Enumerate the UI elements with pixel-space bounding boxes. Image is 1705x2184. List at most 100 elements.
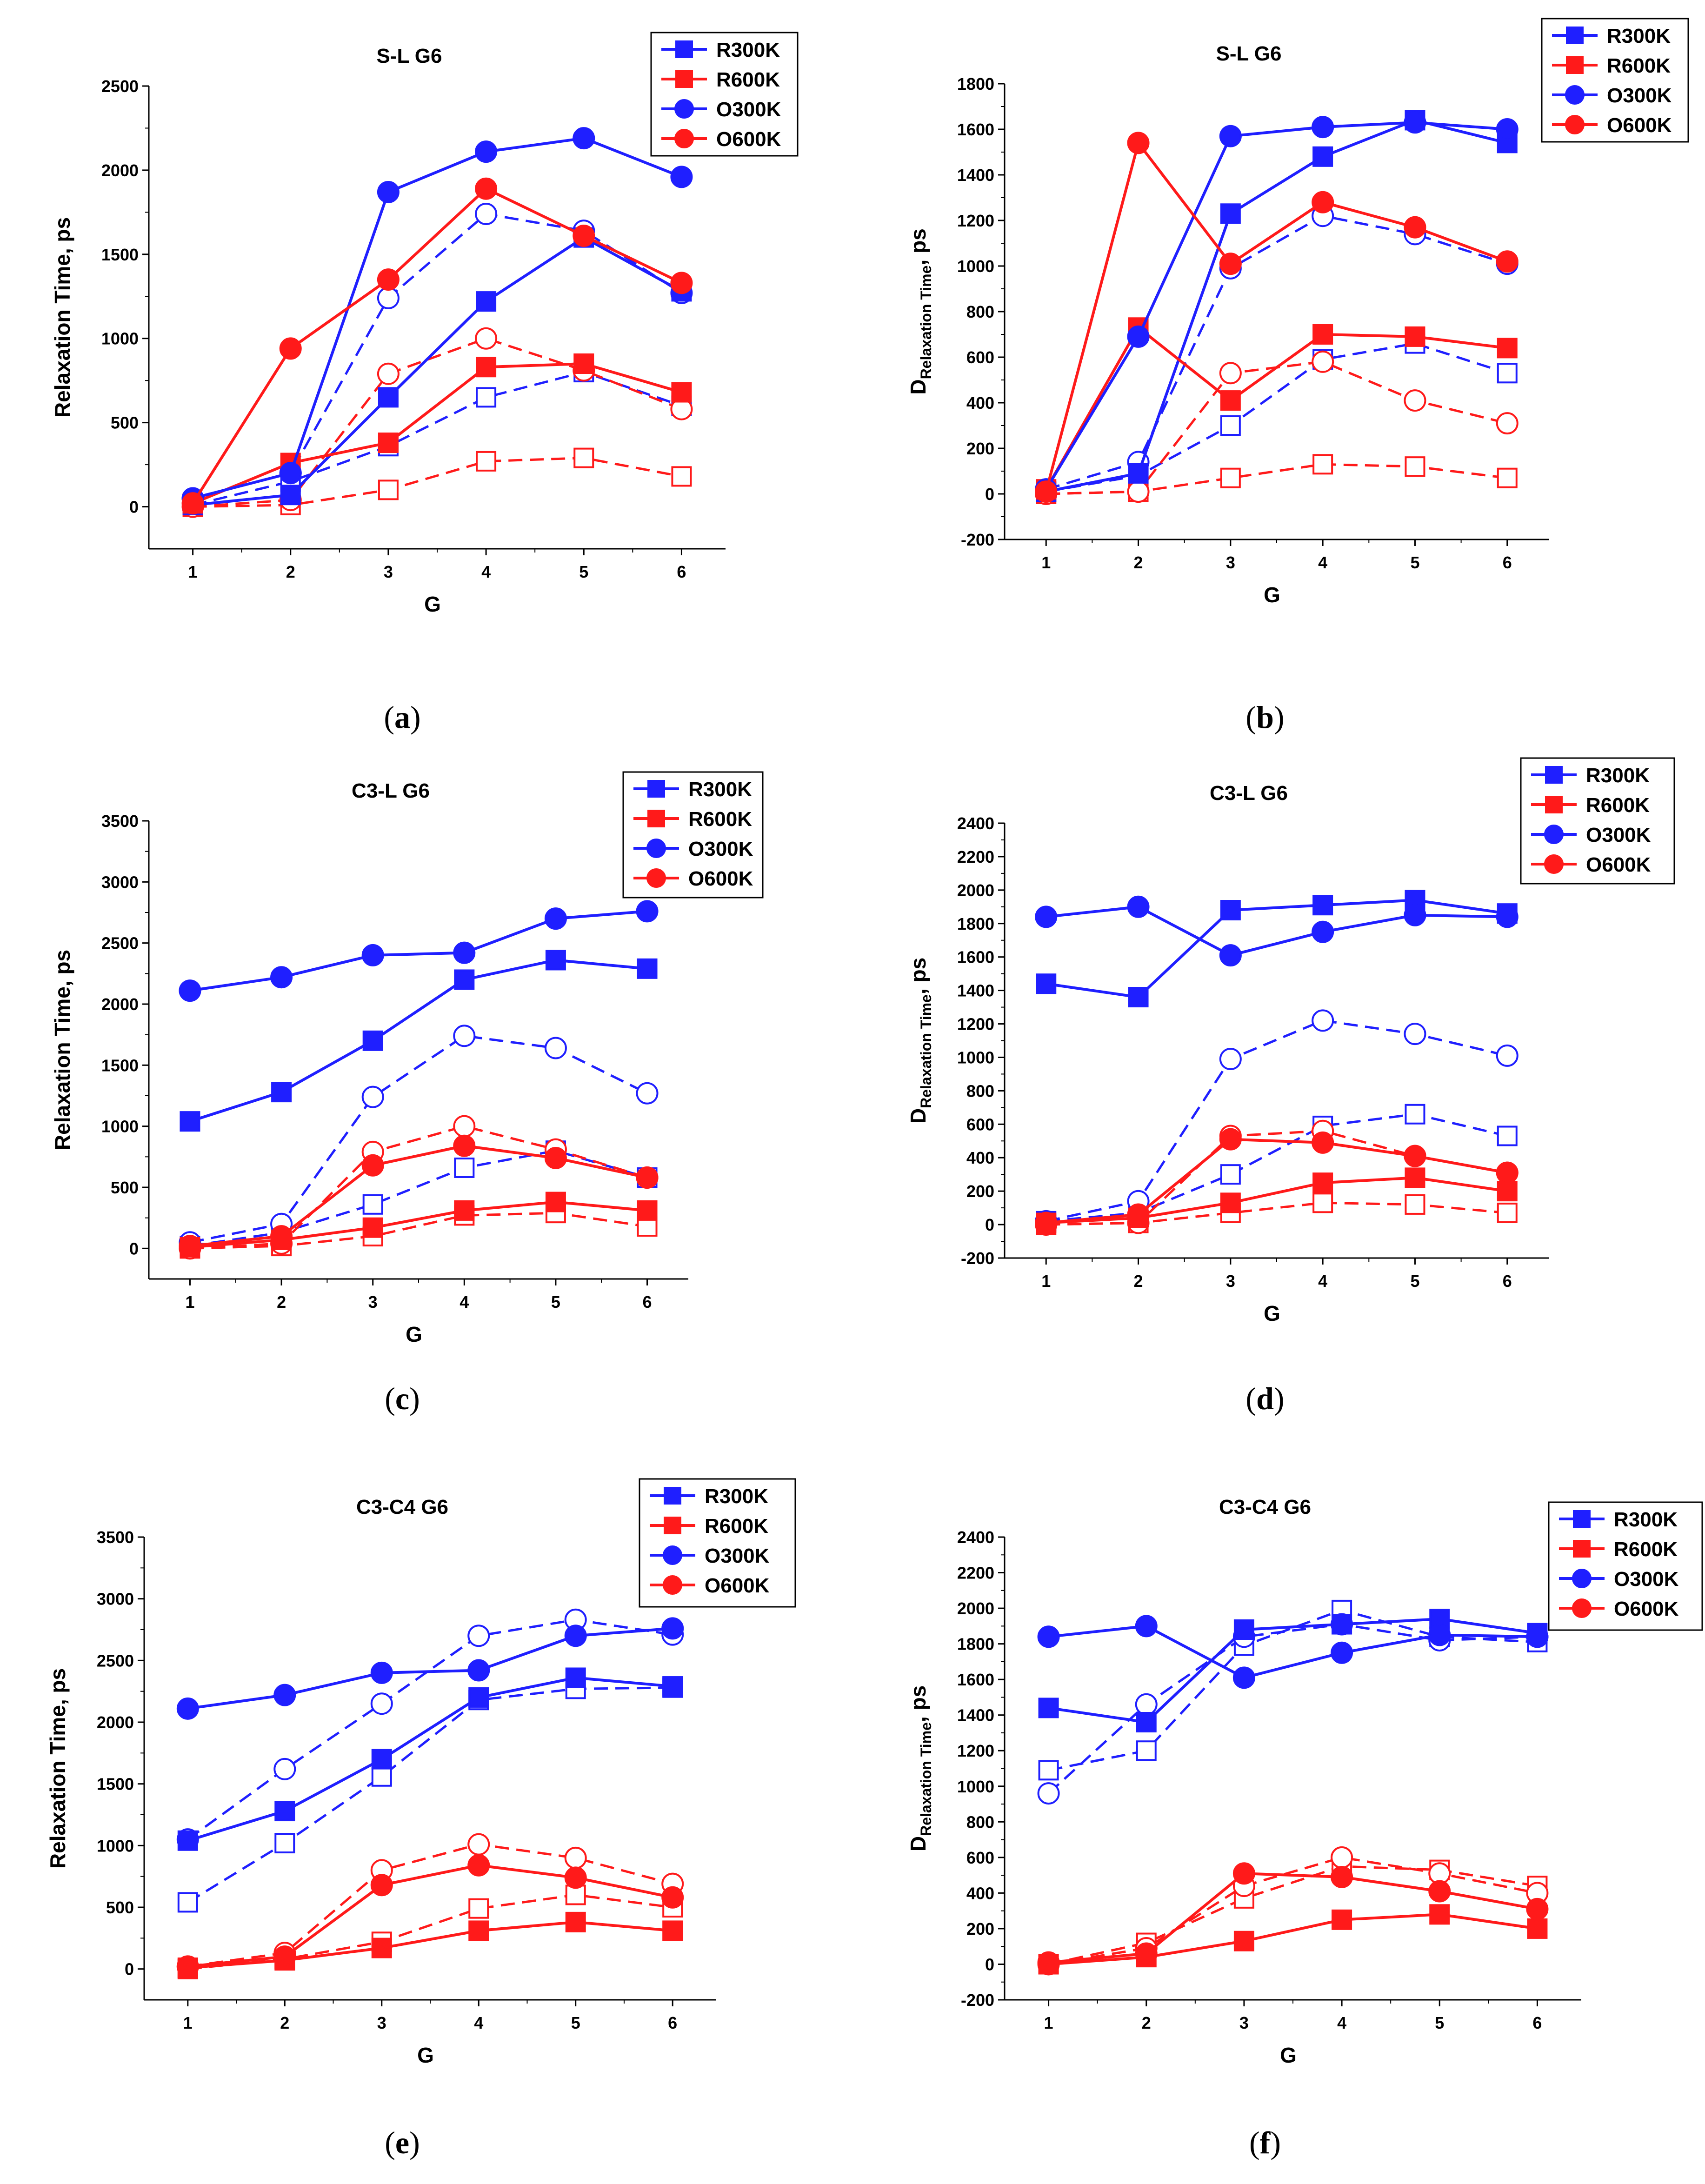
legend-label-r300k: R300K	[1586, 764, 1650, 787]
panel-caption: (d)	[1245, 1381, 1284, 1416]
data-point-o600k	[1404, 1145, 1426, 1167]
data-point-r600k	[1312, 324, 1333, 345]
data-point-o600k-open-	[564, 1846, 587, 1869]
data-point-o300k	[1404, 111, 1426, 134]
chart-title: C3-C4 G6	[356, 1496, 448, 1518]
series-line-r300k-open-	[187, 1686, 673, 1904]
legend-marker-o600k	[1544, 854, 1564, 874]
y-tick-label: 0	[125, 1960, 134, 1979]
y-tick-label: 1800	[957, 1635, 994, 1654]
data-point-o300k	[1037, 1625, 1060, 1648]
data-point-r300k	[378, 387, 399, 408]
series-line-r600k	[190, 1200, 647, 1249]
data-point-o300k	[179, 979, 201, 1002]
data-point-o300k	[361, 944, 384, 966]
legend-marker-r600k	[675, 70, 693, 88]
data-point-r600k	[1312, 1172, 1333, 1193]
data-point-o300k	[1219, 944, 1242, 967]
data-point-o300k	[279, 462, 302, 485]
data-point-o300k-open-	[1135, 1693, 1158, 1716]
y-tick-label: 1000	[97, 1836, 134, 1855]
legend-label-r300k: R300K	[716, 39, 780, 61]
y-tick-label: 3500	[101, 812, 139, 831]
data-point-o300k	[475, 140, 498, 163]
data-point-r600k-open-	[1220, 467, 1241, 488]
x-tick-label: 2	[1134, 553, 1143, 572]
data-point-o300k	[273, 1684, 296, 1706]
series-line-r600k-open-	[187, 1893, 673, 1971]
data-point-o600k	[1331, 1865, 1353, 1888]
data-point-o300k-open-	[544, 1037, 567, 1059]
legend-label-r600k: R600K	[688, 808, 752, 831]
chart-title: C3-C4 G6	[1219, 1496, 1311, 1518]
data-point-r300k-open-	[362, 1194, 383, 1215]
data-point-o300k	[1331, 1641, 1353, 1664]
series-line-o300k	[190, 910, 647, 992]
data-point-r600k	[1405, 326, 1425, 347]
data-point-r300k-open-	[476, 387, 497, 408]
data-point-o600k-open-	[377, 362, 400, 385]
x-tick-label: 1	[1044, 2013, 1053, 2032]
chart-panel-f: -200 0 200 400 600 800 1000 1200 1400 1600 1800 200…	[906, 1496, 1703, 2160]
y-tick-label: 2200	[957, 1564, 994, 1583]
y-tick-label: -200	[961, 1991, 994, 2010]
x-tick-label: 4	[1337, 2013, 1346, 2032]
data-point-r300k	[177, 1830, 198, 1851]
legend-marker-o300k	[646, 839, 666, 858]
data-point-o300k-open-	[1037, 1782, 1060, 1805]
x-tick-label: 4	[1318, 553, 1327, 572]
legend-marker-o600k	[1565, 115, 1585, 134]
x-tick-label: 4	[481, 562, 491, 581]
data-point-r600k	[1429, 1904, 1450, 1925]
data-point-o600k	[279, 337, 302, 360]
data-point-r300k-open-	[177, 1892, 198, 1913]
data-point-o300k	[1219, 125, 1242, 147]
data-point-r600k	[371, 1938, 392, 1958]
series-line-r600k-open-	[190, 1212, 647, 1250]
chart-title: C3-L G6	[1210, 782, 1288, 805]
series-line-r300k-open-	[1046, 342, 1508, 493]
x-tick-label: 5	[579, 562, 588, 581]
data-point-o600k	[453, 1134, 476, 1157]
y-tick-label: -200	[961, 530, 994, 549]
series-line-r300k	[1046, 119, 1508, 493]
legend-label-o600k: O600K	[1586, 853, 1651, 876]
series-line-o300k-open-	[1046, 1019, 1508, 1223]
y-tick-label: 1600	[957, 948, 994, 967]
y-tick-label: 400	[966, 393, 994, 413]
legend-marker-r300k	[675, 40, 693, 58]
x-axis-label: G	[424, 592, 441, 616]
data-point-o600k	[181, 492, 204, 515]
data-point-r600k	[362, 1217, 383, 1238]
legend-marker-r300k	[1566, 27, 1584, 44]
data-point-r300k	[371, 1749, 392, 1770]
data-point-o600k-open-	[453, 1115, 476, 1138]
data-point-o300k	[1428, 1624, 1451, 1646]
data-point-o600k	[573, 225, 595, 247]
legend-marker-o600k	[663, 1575, 682, 1595]
legend-label-o300k: O300K	[1586, 824, 1651, 846]
data-point-o600k	[1428, 1880, 1451, 1903]
data-point-r300k	[271, 1082, 292, 1103]
y-tick-label: 1500	[101, 245, 139, 264]
data-point-o600k	[1135, 1942, 1158, 1965]
data-point-r600k-open-	[573, 447, 594, 468]
data-point-r600k	[1233, 1931, 1254, 1951]
data-point-o600k	[1127, 1203, 1150, 1226]
chart-panel-b: -200 0 200 400 600 800 1000 1200 1400 1600 1800 1 2 3…	[906, 18, 1689, 735]
legend-label-o600k: O600K	[716, 128, 781, 151]
data-point-r600k	[662, 1920, 683, 1941]
x-axis-label: G	[1264, 1301, 1280, 1325]
x-tick-label: 3	[1226, 553, 1235, 572]
legend-marker-r600k	[1566, 56, 1584, 74]
y-tick-label: 500	[111, 413, 139, 433]
series-line-o600k	[1045, 140, 1508, 492]
y-tick-label: 200	[966, 1182, 994, 1201]
legend-label-r300k: R300K	[1607, 25, 1671, 47]
series-line-o600k-open-	[1046, 360, 1508, 495]
chart-panel-a: 0 500 1000 1500 2000 2500 1 2 3 4 5 6 S-L G6 G Relaxat…	[50, 32, 799, 735]
data-point-r300k-open-	[1220, 1164, 1241, 1185]
legend-marker-o600k	[674, 129, 694, 148]
series-line-o300k-open-	[1047, 1623, 1538, 1794]
